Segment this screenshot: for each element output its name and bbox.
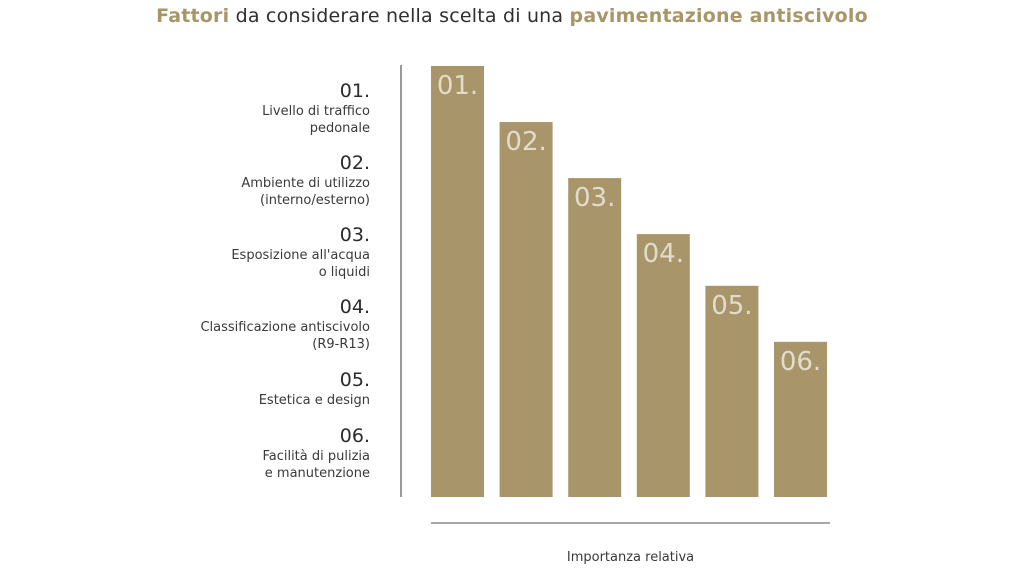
legend-item-01: 01. Livello di traffico pedonale [130,79,370,137]
title-middle: da considerare nella scelta di una [229,5,570,27]
legend-number: 02. [339,152,370,174]
bar-6 [774,341,827,497]
bar-4 [636,234,690,497]
legend-text-line: o liquidi [318,265,370,280]
bar-label-2: 02. [505,127,546,157]
legend-text-line: Livello di traffico [262,104,370,119]
legend-number: 04. [339,296,370,318]
bar-label-6: 06. [780,347,821,377]
legend-item-04: 04. Classificazione antiscivolo (R9-R13) [130,295,370,353]
legend-text-line: Estetica e design [258,393,370,408]
title-accent-1: Fattori [156,5,230,27]
chart-title: Fattori da considerare nella scelta di u… [0,5,1024,27]
bar-label-3: 03. [574,183,615,213]
legend-number: 06. [339,425,370,447]
x-axis-line [431,522,830,524]
bar-2 [499,122,553,497]
bar-1 [431,66,484,497]
legend-number: 05. [339,369,370,391]
legend-text-line: pedonale [309,121,370,136]
legend-item-06: 06. Facilità di pulizia e manutenzione [130,424,370,482]
legend-text-line: (R9-R13) [312,337,370,352]
legend-text-line: Classificazione antiscivolo [200,320,370,335]
legend-number: 01. [339,80,370,102]
legend-item-02: 02. Ambiente di utilizzo (interno/estern… [130,151,370,209]
legend-text-line: Esposizione all'acqua [231,248,370,263]
bar-label-5: 05. [711,291,752,321]
bar-5 [705,285,759,497]
bar-3 [568,178,622,497]
bar-label-4: 04. [643,239,684,269]
legend-number: 03. [339,224,370,246]
legend-text-line: (interno/esterno) [260,193,370,208]
legend-item-03: 03. Esposizione all'acqua o liquidi [130,223,370,281]
legend-text-line: Ambiente di utilizzo [241,176,370,191]
legend-text-line: Facilità di pulizia [262,449,370,464]
legend-text-line: e manutenzione [264,466,370,481]
legend-item-05: 05. Estetica e design [130,368,370,409]
bar-label-1: 01. [437,71,478,101]
x-axis-label: Importanza relativa [566,550,695,565]
legend-divider [400,65,402,497]
title-accent-2: pavimentazione antiscivolo [569,5,868,27]
